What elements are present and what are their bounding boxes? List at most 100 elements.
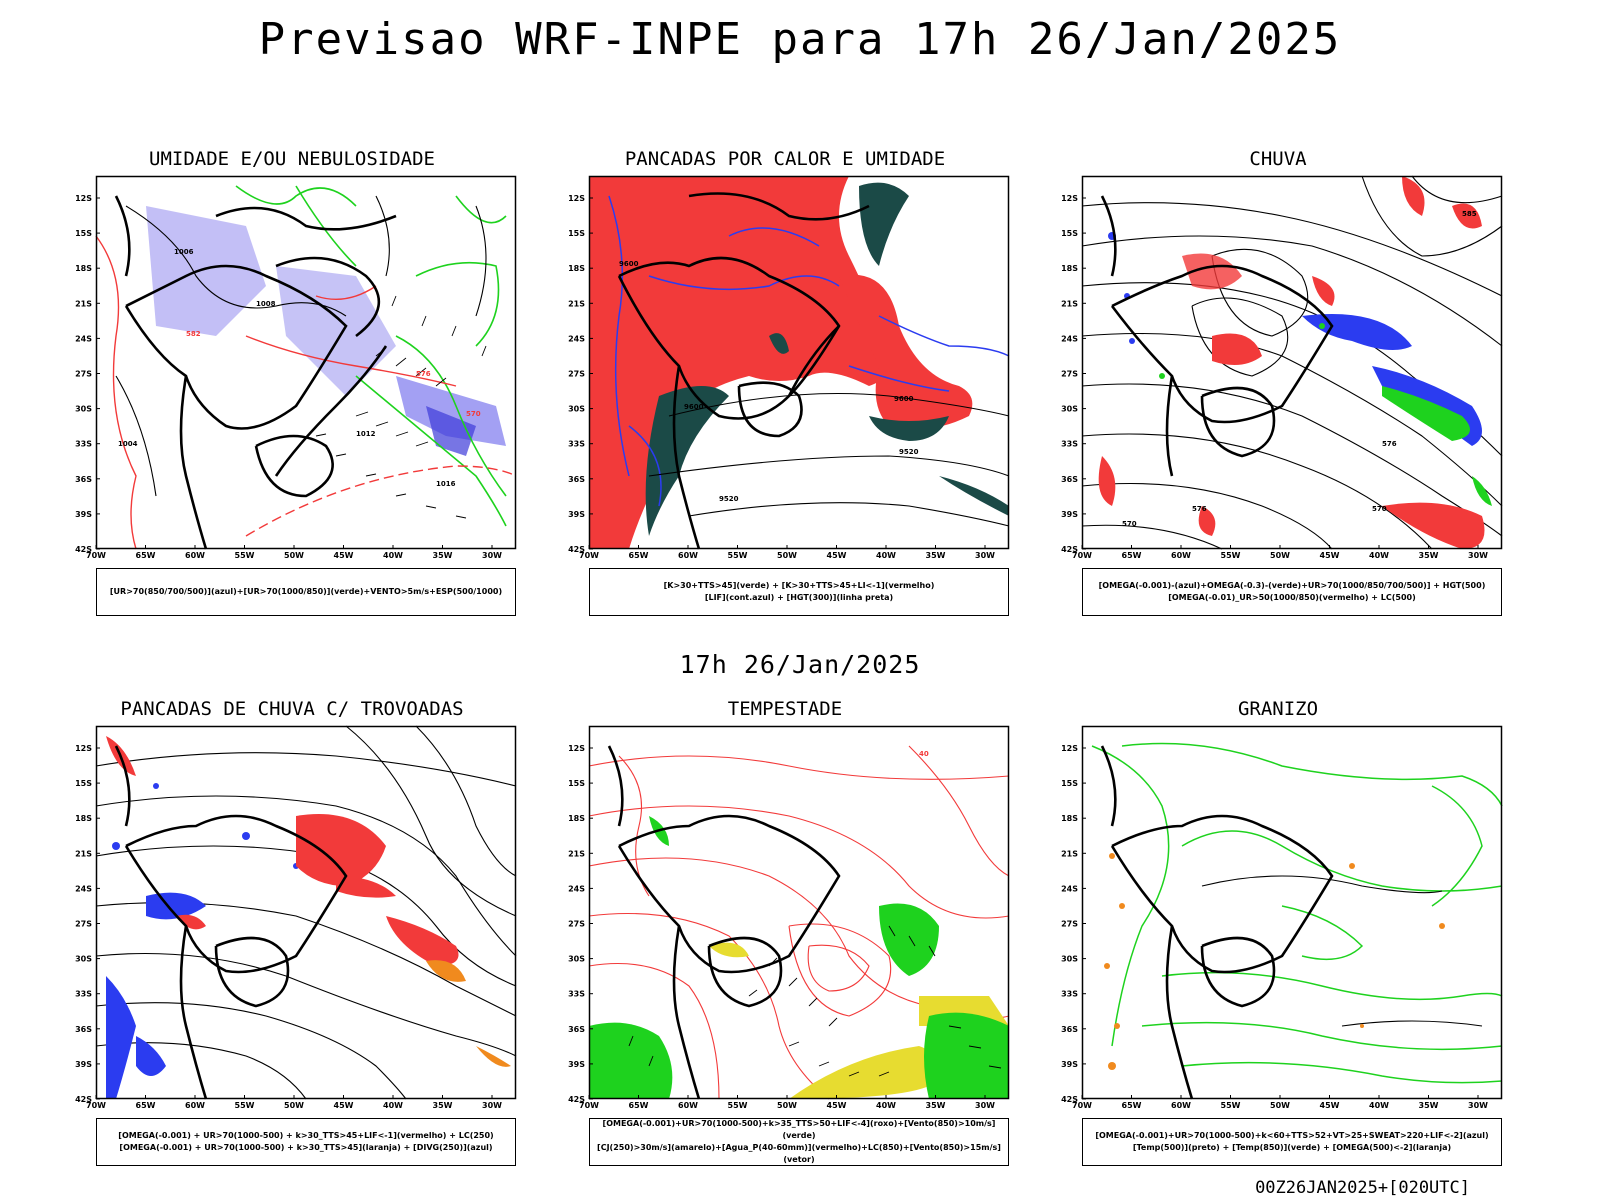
panel-tempestade: TEMPESTADE [545, 698, 1025, 1168]
lon-tick-label: 70W [86, 1101, 106, 1110]
lon-tick-label: 55W [1221, 551, 1241, 560]
lon-tick-label: 30W [482, 1101, 502, 1110]
panel-caption: [OMEGA(-0.001)-(azul)+OMEGA(-0.3)-(verde… [1082, 568, 1502, 616]
lat-tick-label: 18S [75, 814, 92, 823]
lon-tick-label: 45W [334, 551, 354, 560]
lat-tick-label: 21S [1061, 299, 1078, 308]
lon-tick-label: 45W [1320, 551, 1340, 560]
lon-tick-label: 55W [728, 551, 748, 560]
lat-tick-label: 30S [1061, 955, 1078, 964]
lon-tick-label: 70W [86, 551, 106, 560]
panel-caption: [UR>70(850/700/500)](azul)+[UR>70(1000/8… [96, 568, 516, 616]
lon-tick-label: 60W [1171, 1101, 1191, 1110]
lat-tick-label: 36S [75, 1025, 92, 1034]
lon-tick-label: 35W [433, 551, 453, 560]
lat-tick-label: 39S [1061, 510, 1078, 519]
caption-line: [LIF](cont.azul) + [HGT(300)](linha pret… [704, 593, 894, 602]
panel-title: TEMPESTADE [727, 698, 843, 720]
lon-tick-label: 60W [678, 1101, 698, 1110]
contour-label: 9520 [719, 495, 739, 503]
lat-tick-label: 36S [1061, 1025, 1078, 1034]
panel-title: PANCADAS POR CALOR E UMIDADE [624, 148, 946, 170]
lat-tick-label: 12S [1061, 744, 1078, 753]
lat-tick-label: 42S [568, 1095, 585, 1104]
lon-tick-label: 45W [334, 1101, 354, 1110]
panel-caption: [OMEGA(-0.001)+UR>70(1000-500)+k>35_TTS>… [589, 1118, 1009, 1166]
contour-label: 570 [1372, 505, 1387, 513]
caption-line: [OMEGA(-0.01)_UR>50(1000/850)(vermelho) … [1168, 593, 1416, 602]
lat-tick-label: 18S [1061, 264, 1078, 273]
lon-tick-label: 55W [235, 1101, 255, 1110]
lon-tick-label: 35W [926, 1101, 946, 1110]
lat-tick-label: 30S [1061, 405, 1078, 414]
lon-tick-label: 35W [1419, 1101, 1439, 1110]
panel-title: UMIDADE E/OU NEBULOSIDADE [149, 148, 435, 170]
lat-tick-label: 15S [75, 779, 92, 788]
caption-line: [OMEGA(-0.001) + UR>70(1000-500) + k>30_… [118, 1131, 494, 1140]
lat-tick-label: 21S [1061, 849, 1078, 858]
lat-tick-label: 21S [75, 299, 92, 308]
caption-line: [CJ(250)>30m/s](amarelo)+[Agua_P(40-60mm… [597, 1143, 1001, 1164]
lon-tick-label: 35W [433, 1101, 453, 1110]
lat-tick-label: 24S [568, 884, 585, 893]
panel-granizo: GRANIZO 12S 15S 18S 21S 24S 27S 30S 33 [1038, 698, 1518, 1168]
lat-tick-label: 15S [75, 229, 92, 238]
lat-tick-label: 33S [568, 990, 585, 999]
lat-tick-label: 33S [568, 440, 585, 449]
panel-caption: [K>30+TTS>45](verde) + [K>30+TTS>45+LI<-… [589, 568, 1009, 616]
panel-trovoadas: PANCADAS DE CHUVA C/ TROVOADAS [52, 698, 532, 1168]
lon-tick-label: 70W [1072, 551, 1092, 560]
panel-title: PANCADAS DE CHUVA C/ TROVOADAS [120, 698, 464, 720]
lon-tick-label: 40W [876, 1101, 896, 1110]
lat-tick-label: 42S [75, 1095, 92, 1104]
lat-tick-label: 27S [1061, 370, 1078, 379]
lon-tick-label: 70W [1072, 1101, 1092, 1110]
lon-tick-label: 60W [678, 551, 698, 560]
lat-tick-label: 15S [568, 779, 585, 788]
lat-tick-label: 21S [568, 849, 585, 858]
lat-tick-label: 18S [568, 264, 585, 273]
lon-tick-label: 45W [827, 551, 847, 560]
lon-tick-label: 35W [1419, 551, 1439, 560]
lat-tick-label: 27S [568, 920, 585, 929]
lon-tick-label: 45W [827, 1101, 847, 1110]
lat-tick-label: 12S [75, 744, 92, 753]
lon-tick-label: 50W [284, 1101, 304, 1110]
lon-tick-label: 55W [728, 1101, 748, 1110]
map-umidade: 1008 1012 1016 1006 1004 576 582 570 12S… [75, 175, 517, 560]
lat-tick-label: 12S [1061, 194, 1078, 203]
lat-tick-label: 39S [75, 510, 92, 519]
lat-tick-label: 24S [1061, 884, 1078, 893]
contour-label: 1004 [118, 440, 138, 448]
lon-tick-label: 55W [1221, 1101, 1241, 1110]
lat-tick-label: 15S [1061, 779, 1078, 788]
map-pancadas-calor: 9600 9520 9600 9520 9600 12S 15S 18S 21S 24S… [568, 175, 1010, 560]
lon-tick-label: 65W [136, 551, 156, 560]
lon-tick-label: 60W [1171, 551, 1191, 560]
panel-chuva: CHUVA [1038, 148, 1518, 618]
contour-label: 9600 [684, 403, 704, 411]
contour-label: 40 [919, 750, 929, 758]
footer-timestamp: 00Z26JAN2025+[020UTC] [1255, 1178, 1470, 1198]
contour-label: 576 [1382, 440, 1397, 448]
contour-label: 1008 [256, 300, 276, 308]
lat-tick-label: 33S [1061, 440, 1078, 449]
lat-tick-label: 42S [1061, 1095, 1078, 1104]
lon-tick-label: 60W [185, 551, 205, 560]
lat-tick-label: 39S [1061, 1060, 1078, 1069]
lon-tick-label: 40W [1369, 1101, 1389, 1110]
lon-tick-label: 30W [1468, 1101, 1488, 1110]
lat-tick-label: 39S [75, 1060, 92, 1069]
lat-tick-label: 36S [1061, 475, 1078, 484]
lon-tick-label: 30W [1468, 551, 1488, 560]
lat-tick-label: 33S [75, 990, 92, 999]
lon-tick-label: 40W [1369, 551, 1389, 560]
lon-tick-label: 65W [629, 551, 649, 560]
lat-tick-label: 27S [1061, 920, 1078, 929]
lat-tick-label: 36S [568, 475, 585, 484]
lat-tick-label: 39S [568, 510, 585, 519]
lon-tick-label: 40W [383, 551, 403, 560]
lon-tick-label: 50W [777, 1101, 797, 1110]
